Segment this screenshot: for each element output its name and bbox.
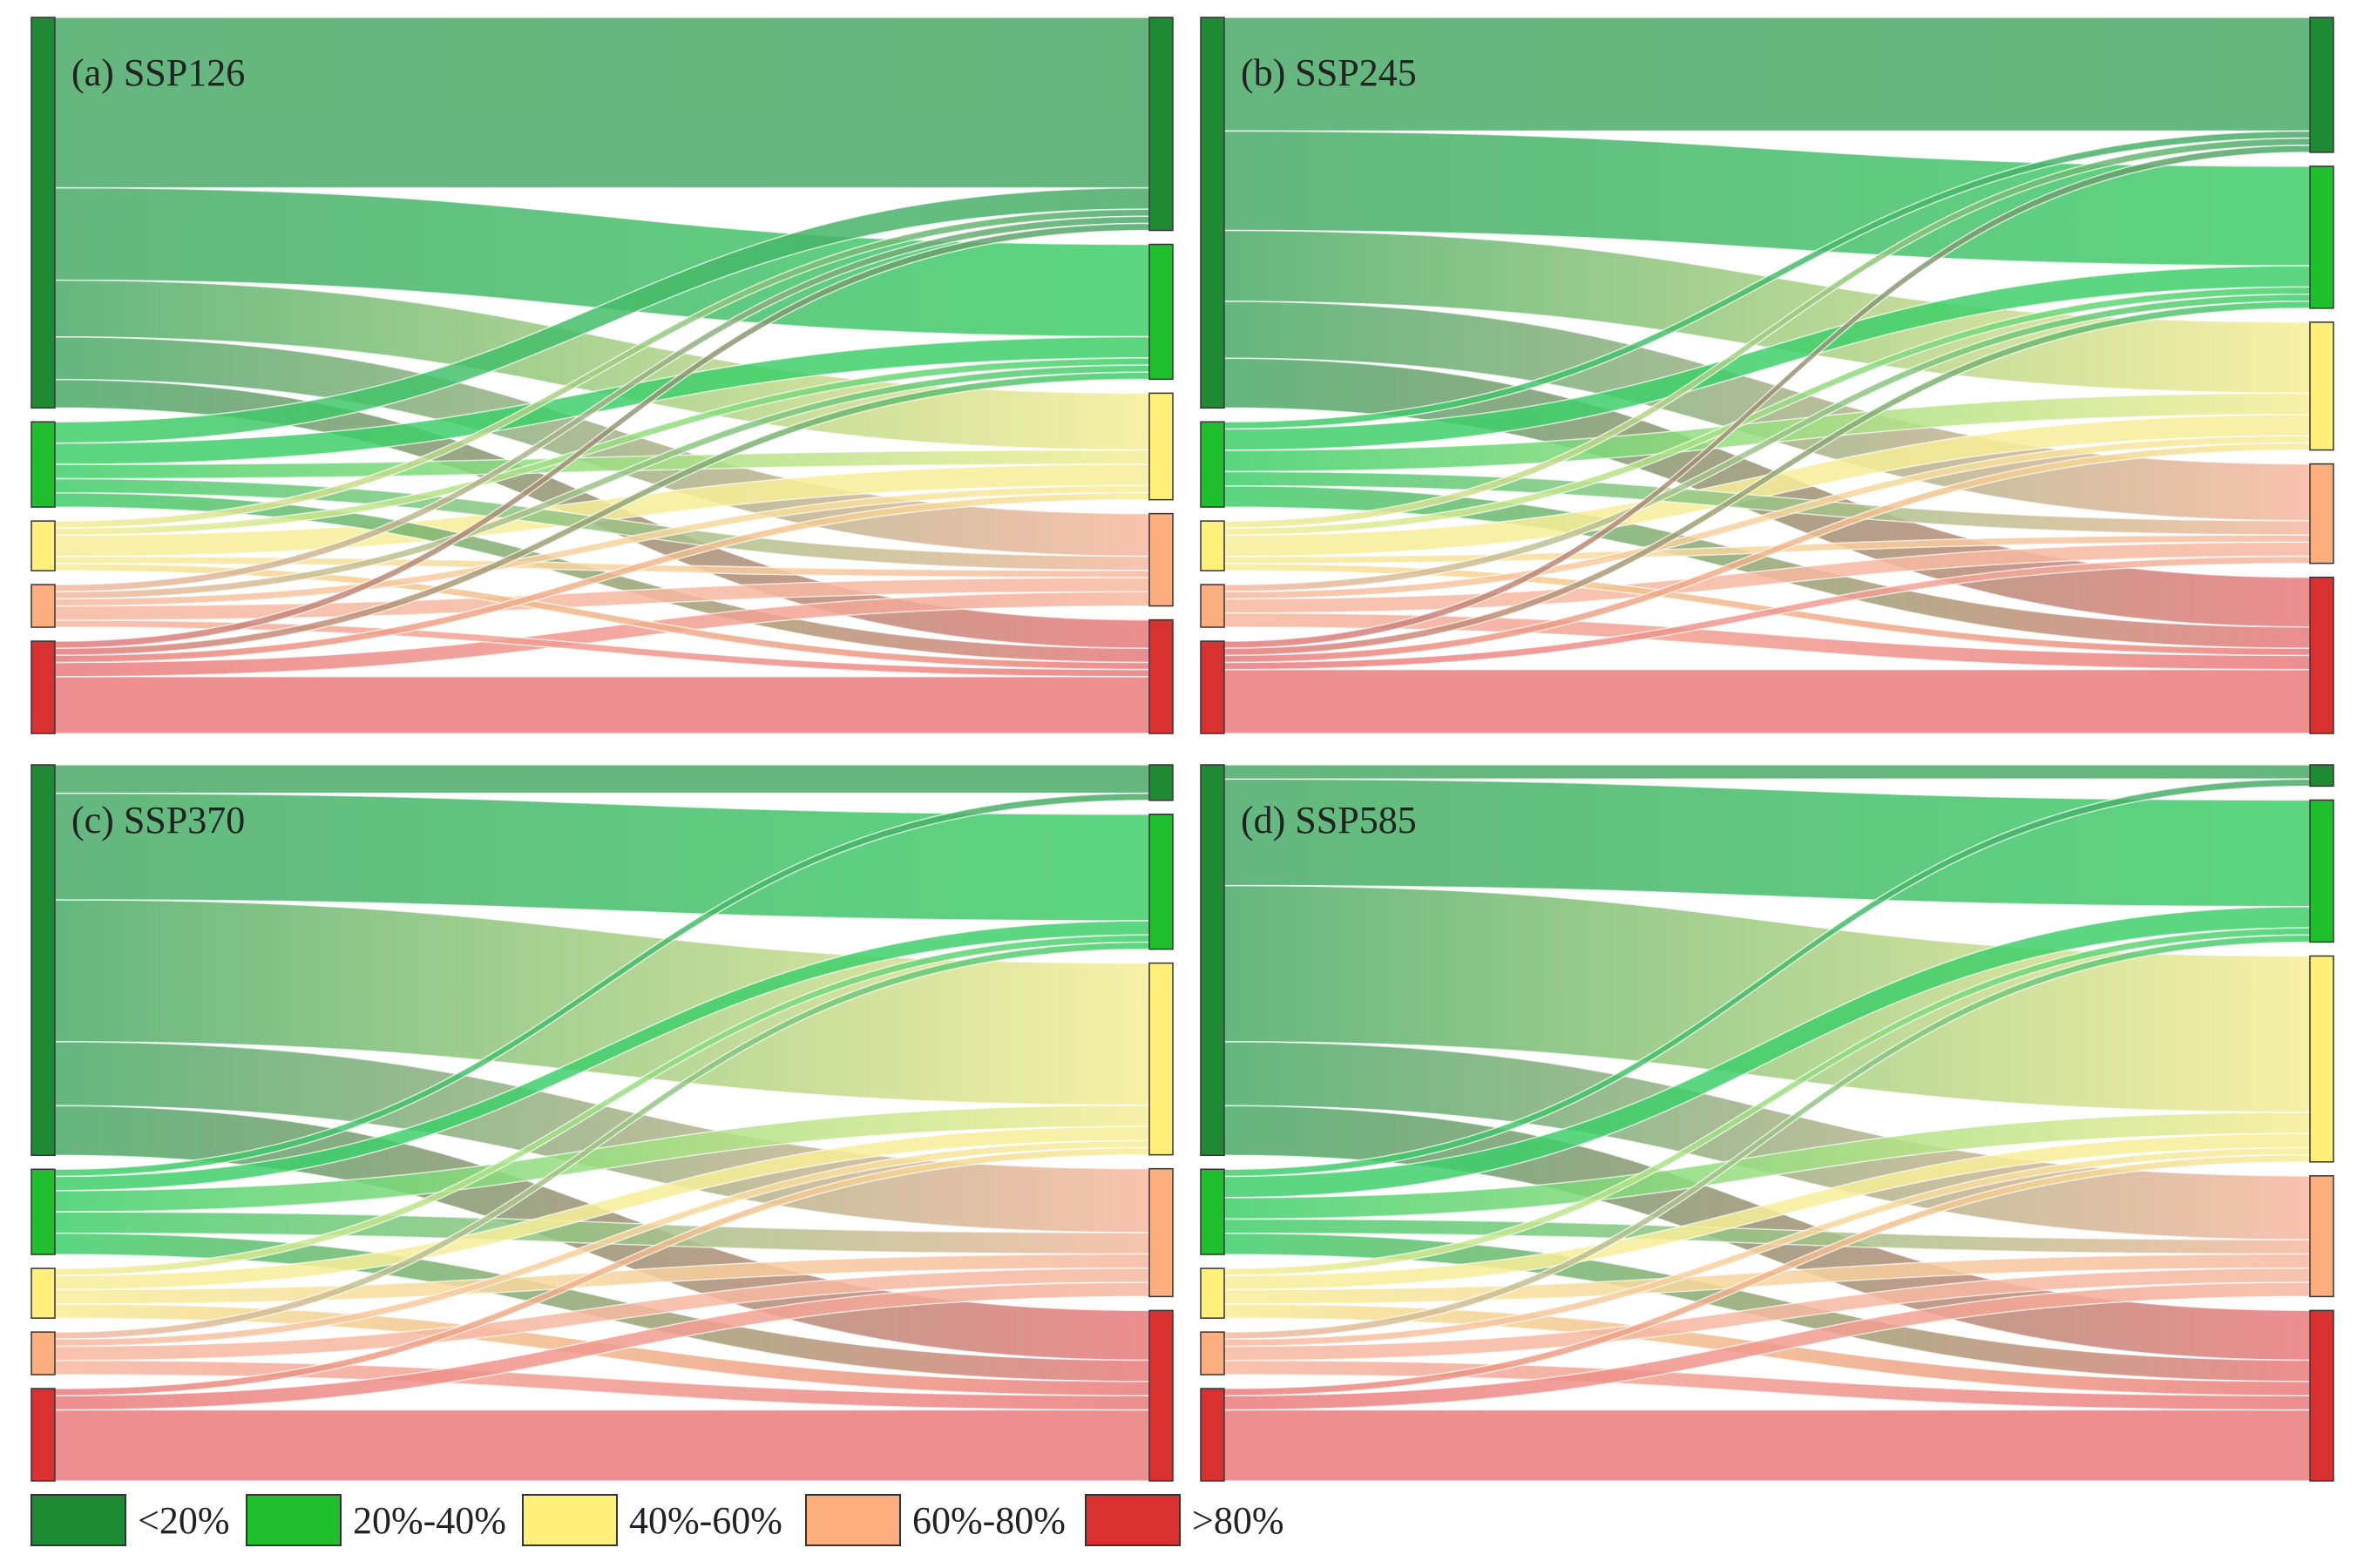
source-node — [30, 17, 56, 409]
source-node — [1200, 1168, 1225, 1255]
source-node — [30, 1267, 56, 1319]
target-node — [2309, 1175, 2334, 1298]
legend-swatch — [1085, 1494, 1181, 1546]
flow-ribbon — [1223, 764, 2311, 781]
legend-swatch — [30, 1494, 126, 1546]
flows — [54, 17, 1150, 734]
source-node — [1200, 764, 1225, 1157]
source-node — [1200, 520, 1225, 571]
source-node — [1200, 584, 1225, 628]
source-node — [30, 1168, 56, 1255]
target-node — [2309, 17, 2334, 153]
target-node — [2309, 764, 2334, 787]
source-node — [30, 1388, 56, 1482]
sankey-panel: (a) SSP126 — [30, 17, 1174, 734]
source-node — [1200, 17, 1225, 409]
target-node — [2309, 321, 2334, 451]
source-node — [1200, 1331, 1225, 1375]
target-node — [2309, 799, 2334, 943]
target-node — [1148, 962, 1174, 1156]
legend-label: 20%-40% — [353, 1499, 506, 1542]
legend-swatch — [246, 1494, 342, 1546]
panel-title: (d) SSP585 — [1241, 799, 1417, 841]
flow-ribbon — [54, 1409, 1150, 1482]
panel-title: (c) SSP370 — [71, 799, 245, 841]
source-node — [30, 764, 56, 1157]
flow-ribbon — [1223, 668, 2311, 734]
flow-ribbon — [54, 764, 1150, 794]
target-node — [1148, 243, 1174, 381]
sankey-panel: (c) SSP370 — [30, 764, 1174, 1482]
flow-ribbon — [54, 17, 1150, 189]
target-node — [2309, 576, 2334, 734]
target-node — [1148, 1167, 1174, 1298]
source-node — [1200, 1267, 1225, 1319]
legend-swatch — [522, 1494, 618, 1546]
source-node — [1200, 1388, 1225, 1482]
flows — [54, 764, 1150, 1482]
target-node — [1148, 764, 1174, 801]
flow-ribbon — [54, 676, 1150, 734]
target-node — [2309, 463, 2334, 564]
target-node — [1148, 814, 1174, 950]
source-node — [30, 640, 56, 734]
panel-title: (b) SSP245 — [1241, 51, 1417, 94]
flow-ribbon — [1223, 1409, 2311, 1482]
source-node — [30, 421, 56, 508]
legend-label: >80% — [1192, 1499, 1283, 1542]
source-node — [1200, 421, 1225, 508]
legend-label: 60%-80% — [912, 1499, 1066, 1542]
panel-title: (a) SSP126 — [71, 51, 245, 94]
source-node — [30, 1331, 56, 1375]
target-node — [1148, 618, 1174, 734]
legend-label: <20% — [138, 1499, 229, 1542]
legend-swatch — [805, 1494, 901, 1546]
flows — [1223, 17, 2311, 734]
target-node — [1148, 512, 1174, 607]
source-node — [30, 520, 56, 571]
legend: <20% 20%-40% 40%-60% 60%-80% >80% — [30, 1494, 1283, 1546]
target-node — [1148, 1309, 1174, 1482]
target-node — [1148, 17, 1174, 232]
source-node — [30, 584, 56, 628]
flows — [1223, 764, 2311, 1482]
source-node — [1200, 640, 1225, 734]
sankey-panel: (d) SSP585 — [1200, 764, 2334, 1482]
target-node — [2309, 955, 2334, 1163]
sankey-panel: (b) SSP245 — [1200, 17, 2334, 734]
legend-label: 40%-60% — [629, 1499, 782, 1542]
target-node — [2309, 1309, 2334, 1482]
target-node — [2309, 166, 2334, 309]
target-node — [1148, 392, 1174, 501]
